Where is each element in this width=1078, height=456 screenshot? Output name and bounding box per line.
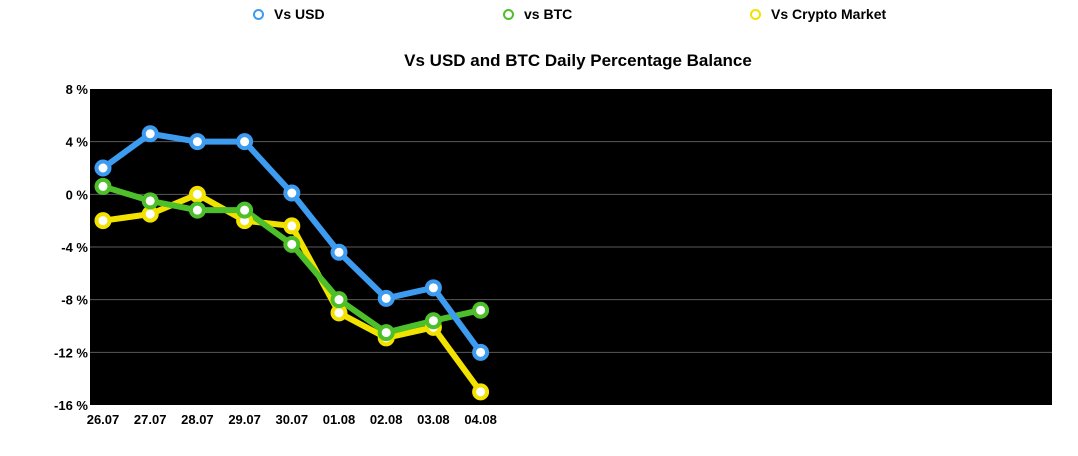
x-tick-label: 02.08 bbox=[370, 412, 403, 427]
x-tick-label: 04.08 bbox=[464, 412, 497, 427]
data-point-vs-btc bbox=[377, 324, 395, 342]
x-tick-label: 27.07 bbox=[134, 412, 167, 427]
x-tick-label: 29.07 bbox=[228, 412, 261, 427]
data-point-vs-usd bbox=[94, 159, 112, 177]
y-axis-ticks: 8 % 4 % 0 % -4 % -8 % -12 % -16 % bbox=[54, 82, 88, 413]
data-point-vs-btc bbox=[236, 201, 254, 219]
data-point-vs-usd bbox=[472, 343, 490, 361]
data-point-vs-crypto-market bbox=[330, 304, 348, 322]
y-tick-label: -4 % bbox=[61, 240, 88, 255]
y-tick-label: 0 % bbox=[66, 187, 89, 202]
x-axis-ticks: 26.07 27.07 28.07 29.07 30.07 01.08 02.08 03.08… bbox=[87, 412, 497, 427]
data-point-vs-btc bbox=[472, 301, 490, 319]
data-point-vs-btc bbox=[283, 235, 301, 253]
data-point-vs-usd bbox=[141, 125, 159, 143]
data-point-vs-btc bbox=[424, 312, 442, 330]
data-point-vs-usd bbox=[283, 184, 301, 202]
data-point-vs-usd bbox=[236, 133, 254, 151]
data-point-vs-usd bbox=[330, 243, 348, 261]
data-point-vs-btc bbox=[94, 177, 112, 195]
data-point-vs-crypto-market bbox=[472, 383, 490, 401]
y-tick-label: 8 % bbox=[66, 82, 89, 97]
legend-label-vs-btc: vs BTC bbox=[524, 6, 573, 22]
x-tick-label: 03.08 bbox=[417, 412, 450, 427]
data-point-vs-usd bbox=[424, 279, 442, 297]
data-point-vs-btc bbox=[141, 192, 159, 210]
data-point-vs-crypto-market bbox=[188, 185, 206, 203]
data-point-vs-usd bbox=[377, 289, 395, 307]
data-point-vs-crypto-market bbox=[94, 212, 112, 230]
chart-title: Vs USD and BTC Daily Percentage Balance bbox=[404, 51, 752, 70]
legend-item-vs-crypto-market[interactable]: Vs Crypto Market bbox=[750, 6, 886, 22]
chart-legend: Vs USD vs BTC Vs Crypto Market bbox=[0, 6, 1078, 24]
x-tick-label: 30.07 bbox=[276, 412, 309, 427]
legend-item-vs-usd[interactable]: Vs USD bbox=[253, 6, 325, 22]
y-tick-label: -8 % bbox=[61, 293, 88, 308]
x-tick-label: 28.07 bbox=[181, 412, 214, 427]
y-tick-label: -16 % bbox=[54, 398, 88, 413]
data-point-vs-btc bbox=[188, 201, 206, 219]
legend-label-vs-usd: Vs USD bbox=[274, 6, 325, 22]
data-point-vs-usd bbox=[188, 133, 206, 151]
legend-marker-vs-btc bbox=[503, 8, 514, 20]
y-tick-label: -12 % bbox=[54, 345, 88, 360]
legend-item-vs-btc[interactable]: vs BTC bbox=[503, 6, 572, 22]
legend-marker-vs-crypto-market bbox=[750, 8, 761, 20]
legend-marker-vs-usd bbox=[253, 8, 264, 20]
series-points bbox=[94, 125, 490, 401]
y-tick-label: 4 % bbox=[66, 135, 89, 150]
x-tick-label: 26.07 bbox=[87, 412, 120, 427]
x-tick-label: 01.08 bbox=[323, 412, 356, 427]
data-point-vs-crypto-market bbox=[283, 217, 301, 235]
data-point-vs-crypto-market bbox=[141, 205, 159, 223]
legend-label-vs-crypto-market: Vs Crypto Market bbox=[771, 6, 887, 22]
data-point-vs-btc bbox=[330, 291, 348, 309]
